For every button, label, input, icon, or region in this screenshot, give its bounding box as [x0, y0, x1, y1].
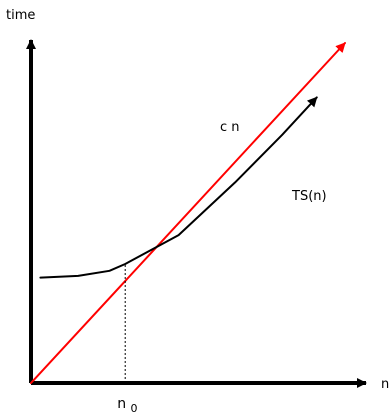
series-group	[30, 42, 346, 384]
x-axis-label: n	[381, 377, 389, 392]
x-tick-label-n0: n 0	[117, 396, 137, 415]
y-axis-label: time	[6, 8, 35, 23]
series-label-ts: TS(n)	[291, 189, 327, 204]
x-tick-label-base: n	[117, 396, 126, 412]
series-line-ts	[39, 96, 318, 279]
series-label-cn: c n	[220, 120, 240, 135]
series-line-cn	[30, 42, 346, 384]
x-tick-label-subscript: 0	[131, 402, 138, 415]
